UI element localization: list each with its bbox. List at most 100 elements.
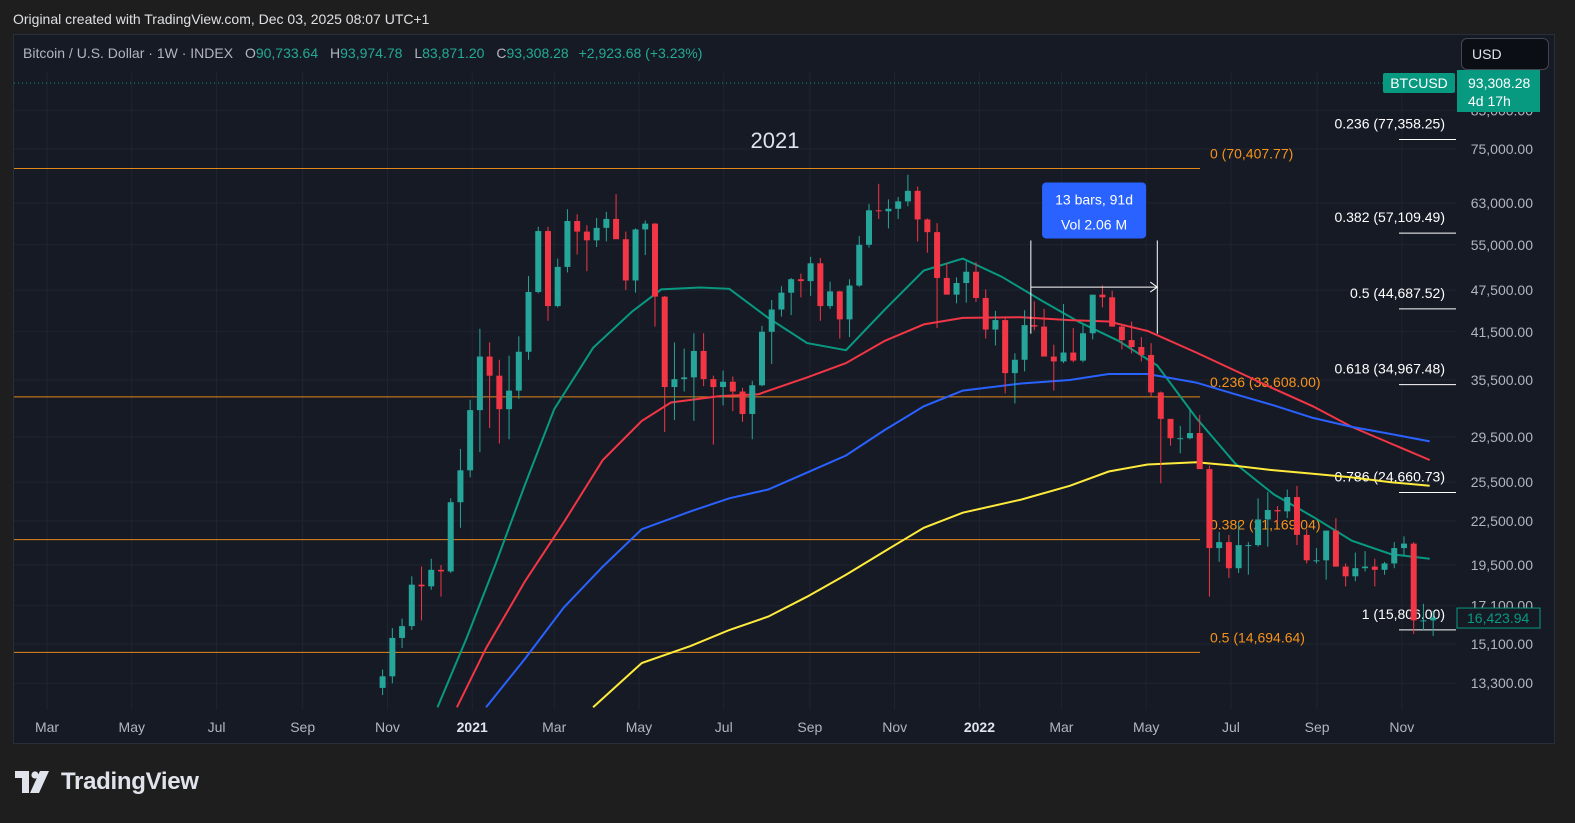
- candle-body: [642, 223, 649, 230]
- fib-label: 0.382 (21,169.04): [1210, 517, 1321, 533]
- candle-body: [632, 229, 639, 281]
- attribution-text: Original created with TradingView.com, D…: [13, 11, 430, 27]
- candle-body: [535, 231, 542, 293]
- candle-body: [1021, 325, 1028, 360]
- x-tick-label: Mar: [542, 719, 566, 735]
- candle-body: [1099, 294, 1106, 298]
- candle-body: [856, 244, 863, 286]
- candle-body: [496, 375, 503, 410]
- candle-body: [1371, 566, 1378, 570]
- candle-body: [583, 231, 590, 241]
- candle-body: [1274, 510, 1281, 512]
- candle-body: [992, 320, 999, 330]
- candle-body: [408, 584, 415, 627]
- candle-body: [1148, 354, 1155, 393]
- high-label: H: [330, 45, 341, 61]
- candle-body: [1167, 418, 1174, 439]
- candle-body: [758, 331, 765, 386]
- candle-body: [720, 381, 727, 388]
- candle-body: [399, 626, 406, 638]
- candle-body: [681, 377, 688, 380]
- candle-body: [943, 277, 950, 295]
- symbol-tag-text: BTCUSD: [1390, 75, 1448, 91]
- candle-body: [788, 279, 795, 293]
- candle-body: [768, 309, 775, 332]
- candle-body: [603, 218, 610, 228]
- y-tick-label: 22,500.00: [1471, 513, 1533, 529]
- candle-body: [846, 285, 853, 320]
- moving-average-line: [485, 373, 1430, 708]
- candle-body: [1216, 542, 1223, 549]
- candle-body: [1293, 497, 1300, 535]
- candle-body: [622, 239, 629, 281]
- candle-body: [1118, 326, 1125, 341]
- candle-body: [651, 223, 658, 297]
- candle-body: [525, 292, 532, 352]
- candle-body: [797, 279, 804, 282]
- measure-bars-text: 13 bars, 91d: [1055, 191, 1133, 207]
- fib-label: 0.236 (77,358.25): [1334, 115, 1445, 131]
- candle-body: [1255, 519, 1262, 546]
- candle-body: [690, 350, 697, 378]
- x-tick-label: May: [119, 719, 145, 735]
- fib-label: 0.5 (44,687.52): [1350, 285, 1445, 301]
- candle-body: [379, 676, 386, 688]
- year-annotation[interactable]: 2021: [751, 128, 800, 153]
- candle-body: [1303, 534, 1310, 561]
- x-tick-label: Mar: [1049, 719, 1073, 735]
- price-tag: BTCUSD 93,308.28 4d 17h 16,423.94: [1383, 70, 1541, 629]
- candle-body: [1031, 325, 1038, 327]
- chart-frame[interactable]: [13, 34, 1555, 744]
- candle-body: [729, 381, 736, 392]
- candle-body: [1284, 497, 1291, 512]
- x-axis: Mar May Jul Sep Nov 2021 Mar May Jul Sep Nov 2022 Ma…: [35, 719, 1414, 735]
- candles: [379, 174, 1437, 696]
- candle-body: [1420, 620, 1427, 622]
- fib-label: 0.786 (24,660.73): [1334, 469, 1445, 485]
- moving-average-line: [592, 461, 1430, 709]
- price-tag-value: 93,308.28: [1468, 75, 1530, 91]
- candle-body: [515, 351, 522, 391]
- chart-grid: [14, 72, 1456, 710]
- candle-body: [739, 391, 746, 414]
- measure-box: [1042, 182, 1147, 239]
- fib-label: 0 (70,407.77): [1210, 146, 1293, 162]
- candle-body: [1089, 294, 1096, 334]
- candle-body: [1430, 617, 1437, 621]
- candle-body: [1060, 352, 1067, 362]
- symbol-tag-bg: [1383, 73, 1455, 93]
- fib-label: 0.5 (14,694.64): [1210, 629, 1305, 645]
- candle-body: [574, 221, 581, 232]
- footer-logo: TradingView: [15, 766, 199, 798]
- candle-body: [1352, 568, 1359, 577]
- cursor-price-bg: [1456, 607, 1541, 629]
- candle-body: [1186, 433, 1193, 439]
- candle-body: [1323, 530, 1330, 561]
- candle-body: [1391, 548, 1398, 564]
- y-tick-label: 13,300.00: [1471, 675, 1533, 691]
- x-tick-label: May: [626, 719, 652, 735]
- candle-body: [778, 292, 785, 310]
- fib-levels: 0 (70,407.77) 0.236 (33,608.00) 0.382 (21,…: [14, 115, 1456, 653]
- fib-label: 0.236 (33,608.00): [1210, 374, 1321, 390]
- candle-body: [817, 263, 824, 307]
- candle-body: [1410, 543, 1417, 621]
- x-tick-label: Sep: [797, 719, 822, 735]
- brand-name: TradingView: [61, 768, 199, 795]
- candle-body: [544, 231, 551, 307]
- measure-arrow-head: [1150, 281, 1159, 293]
- candle-body: [972, 271, 979, 298]
- candle-body: [924, 219, 931, 233]
- candle-body: [1011, 359, 1018, 374]
- candle-body: [953, 282, 960, 295]
- candle-body: [807, 263, 814, 282]
- x-tick-label: 2021: [457, 719, 488, 735]
- candle-body: [1225, 542, 1232, 569]
- low-label: L: [414, 45, 423, 61]
- candle-body: [389, 637, 396, 677]
- currency-button[interactable]: USD: [1461, 38, 1549, 70]
- symbol-legend: Bitcoin / U.S. Dollar · 1W · INDEX O90,7…: [23, 45, 702, 61]
- moving-averages: [436, 257, 1431, 709]
- y-tick-label: 55,000.00: [1471, 237, 1533, 253]
